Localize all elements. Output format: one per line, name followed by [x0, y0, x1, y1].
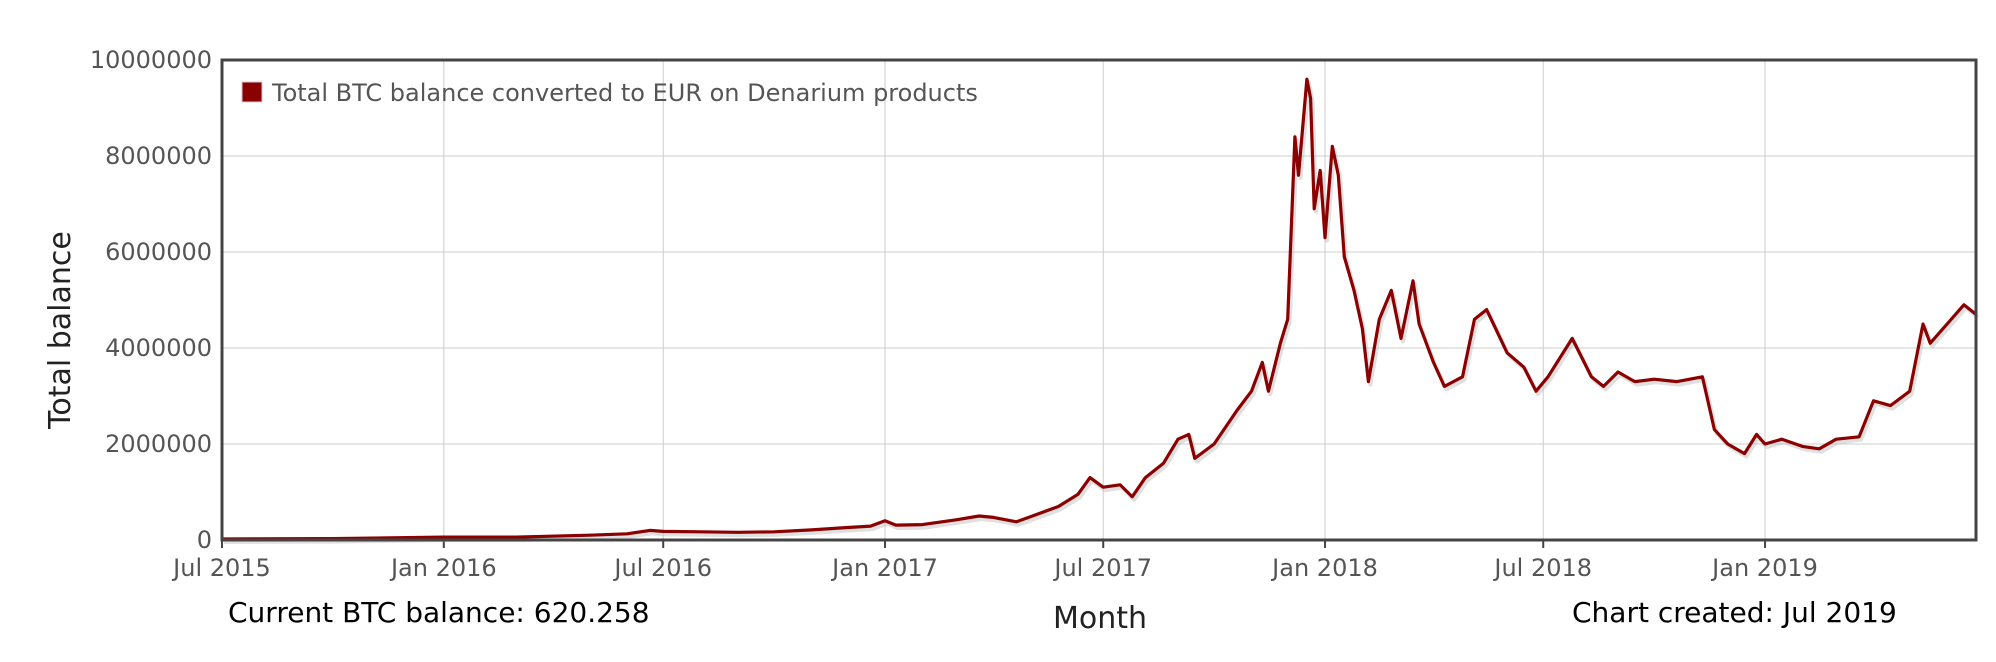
legend-swatch [241, 81, 263, 103]
x-tick-label: Jan 2018 [1270, 554, 1378, 582]
chart-created-text: Chart created: Jul 2019 [1572, 596, 1897, 629]
current-balance-text: Current BTC balance: 620.258 [228, 596, 650, 629]
x-tick-label: Jan 2016 [389, 554, 497, 582]
y-tick-label: 0 [197, 526, 212, 554]
horizontal-gridlines [222, 155, 1976, 445]
x-tick-label: Jul 2017 [1052, 554, 1152, 582]
y-tick-label: 2000000 [105, 430, 212, 458]
y-tick-label: 10000000 [90, 46, 212, 74]
plot-background [222, 60, 1976, 540]
legend: Total BTC balance converted to EUR on De… [241, 79, 978, 107]
x-axis-title: Month [1053, 601, 1147, 636]
y-tick-label: 8000000 [105, 142, 212, 170]
y-tick-label: 4000000 [105, 334, 212, 362]
x-tick-label: Jul 2018 [1492, 554, 1592, 582]
x-tick-label: Jan 2019 [1710, 554, 1818, 582]
y-tick-labels: 0 2000000 4000000 6000000 8000000 10000000 [90, 46, 212, 554]
x-tick-label: Jan 2017 [830, 554, 938, 582]
y-axis-title: Total balance [43, 231, 78, 430]
vertical-gridlines [221, 60, 1767, 548]
x-tick-labels: Jul 2015 Jan 2016 Jul 2016 Jan 2017 Jul 2017… [171, 554, 1818, 582]
x-tick-label: Jul 2016 [612, 554, 712, 582]
x-tick-label: Jul 2015 [171, 554, 271, 582]
series-shadow [223, 80, 1980, 544]
legend-label: Total BTC balance converted to EUR on De… [271, 79, 978, 107]
y-tick-label: 6000000 [105, 238, 212, 266]
plot-frame [220, 58, 1978, 542]
